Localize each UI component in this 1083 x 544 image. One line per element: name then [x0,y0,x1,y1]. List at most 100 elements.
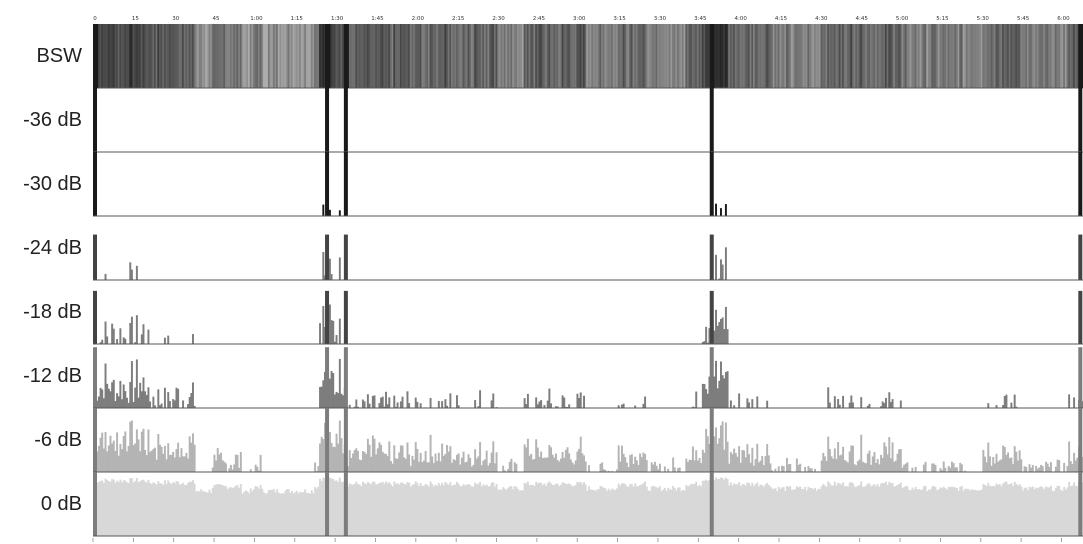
level-bar [104,432,107,472]
level-bar [114,482,117,536]
level-bar [238,487,241,536]
level-bar [332,478,335,536]
bsw-stripe [881,24,884,88]
level-bar [921,489,924,536]
level-bar [690,484,693,536]
level-bar [287,489,290,536]
level-bar [695,481,698,536]
level-bar [365,454,368,472]
level-bar [786,457,788,472]
level-bar [980,489,983,536]
level-bar [320,481,323,536]
level-bar [553,484,556,536]
level-bar [571,462,574,472]
bsw-stripe [429,24,432,88]
level-bar [163,387,166,408]
bsw-section-break [93,24,98,88]
level-bar [454,484,457,536]
bsw-stripe [825,24,828,88]
level-bar [159,405,161,408]
level-bar [451,485,453,536]
bsw-stripe [467,24,470,88]
level-bar [140,431,143,472]
bsw-stripe [937,24,940,88]
level-bar [155,484,158,536]
level-bar [97,396,100,408]
level-bar [984,456,986,472]
level-bar [1076,486,1079,536]
level-bar [289,492,292,536]
level-bar [731,485,734,536]
level-bar [949,467,952,472]
level-bar [523,482,526,536]
level-bar [431,456,434,472]
bsw-stripe [658,24,661,88]
bsw-stripe [571,24,574,88]
level-bar [726,479,729,536]
level-bar [328,378,331,408]
level-bar [538,482,541,536]
bsw-stripe [350,24,353,88]
bsw-stripe [941,24,944,88]
level-bar [855,465,858,472]
bsw-stripe [261,24,264,88]
level-bar [835,458,838,472]
level-bar [634,483,637,536]
bsw-stripe [134,24,137,88]
level-bar [526,481,529,536]
level-bar [130,420,133,472]
level-bar [708,443,711,472]
level-bar [122,384,125,408]
bsw-stripe [614,24,617,88]
level-bar [606,490,609,536]
level-bar [419,483,422,536]
level-bar [1036,488,1039,536]
level-bar [469,484,472,536]
level-bar [467,483,470,536]
level-bar [236,454,239,472]
level-bar [838,455,841,472]
level-bar [889,402,892,408]
level-bar [170,483,173,536]
level-bar [657,488,660,536]
level-bar [538,456,541,472]
level-bar [932,463,935,472]
level-bar [680,491,683,536]
bsw-stripe [144,24,147,88]
bsw-stripe [140,24,143,88]
level-bar [634,456,637,472]
level-bar [462,484,465,536]
level-bar [644,481,647,536]
level-bar [479,481,482,536]
bsw-stripe [233,24,236,88]
level-bar [789,486,792,536]
level-bar [627,486,630,536]
level-bar [624,484,627,536]
level-bar [903,464,906,472]
level-bar [536,447,539,472]
level-bar [454,460,457,472]
bsw-stripe [536,24,539,88]
level-bar [322,477,325,536]
level-bar [317,466,320,472]
level-bar [893,461,896,472]
level-bar [723,479,726,536]
bsw-stripe [566,24,569,88]
bsw-stripe [126,24,129,88]
level-bar [314,462,317,472]
level-bar [513,486,516,536]
bsw-stripe [1066,24,1069,88]
level-bar [957,491,960,536]
level-bar [452,484,455,536]
level-bar [1073,482,1076,536]
row-label: -6 dB [34,429,82,451]
top-tick-label: 4:00 [734,16,747,22]
level-bar [310,490,313,536]
bsw-stripe [1063,24,1066,88]
level-bar [388,397,391,408]
level-bar [708,479,711,536]
level-bar [880,406,882,408]
level-bar [1061,490,1064,536]
level-bar [837,399,840,408]
level-bar [621,483,623,536]
